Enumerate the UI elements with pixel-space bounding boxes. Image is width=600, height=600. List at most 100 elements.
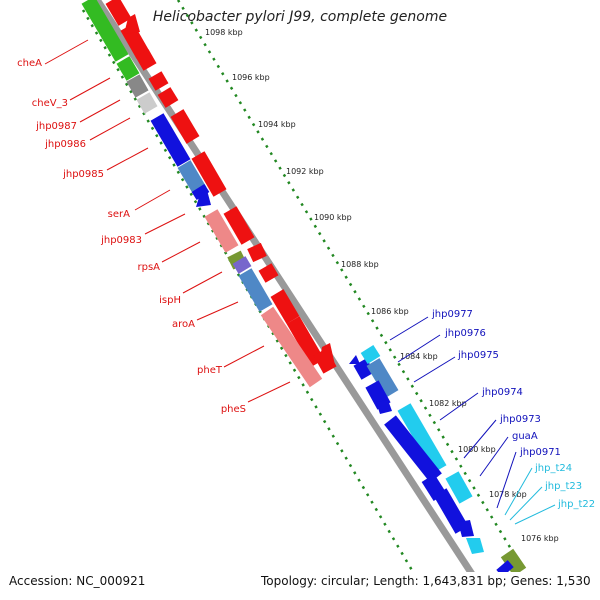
gene-bar-jhp0977[interactable] <box>353 358 375 380</box>
gene-label-jhp0974[interactable]: jhp0974 <box>481 387 523 398</box>
gene-bar-purple[interactable] <box>232 256 252 274</box>
gene-label-jhp0987[interactable]: jhp0987 <box>35 121 77 132</box>
gene-bar-pink-2[interactable] <box>260 306 323 388</box>
arrowhead-3 <box>319 343 335 365</box>
arrowheads <box>124 14 484 554</box>
reverse-strand <box>353 344 527 572</box>
gene-label-jhp0983[interactable]: jhp0983 <box>100 235 142 246</box>
leader-line <box>144 213 186 235</box>
gene-bar-jhp0971[interactable] <box>433 488 469 534</box>
leader-line <box>223 345 265 368</box>
arrowhead-6 <box>458 520 474 537</box>
leader-line <box>182 271 223 294</box>
outer-dotted-ring <box>176 0 527 572</box>
tick-label: 1084 kbp <box>400 352 438 361</box>
arrowhead-2 <box>196 190 211 207</box>
leader-line <box>514 504 556 525</box>
gene-bar-gray-2[interactable] <box>136 92 158 114</box>
gene-bar-forward-8[interactable] <box>223 206 255 245</box>
gene-label-jhp0976[interactable]: jhp0976 <box>444 328 486 339</box>
gene-label-isph[interactable]: ispH <box>159 295 181 306</box>
leader-line <box>44 39 89 65</box>
leader-line <box>509 486 543 521</box>
gene-label-chea[interactable]: cheA <box>17 58 42 69</box>
arrowhead-4 <box>349 355 360 364</box>
genome-backbone <box>93 0 475 572</box>
gene-label-jhp-t23[interactable]: jhp_t23 <box>544 481 582 492</box>
tick-label: 1090 kbp <box>314 213 352 222</box>
gene-label-guaa[interactable]: guaA <box>512 431 538 442</box>
gene-label-jhp0986[interactable]: jhp0986 <box>44 139 86 150</box>
gene-bar-chea[interactable] <box>81 0 129 62</box>
gene-label-jhp0975[interactable]: jhp0975 <box>457 350 499 361</box>
gene-bar-steelblue-2[interactable] <box>238 268 273 312</box>
gene-bar-gray-1[interactable] <box>126 74 149 98</box>
gene-bar-jhp0977-cyan[interactable] <box>360 344 381 365</box>
leader-line <box>504 467 533 516</box>
gene-bar-forward-4[interactable] <box>148 71 169 91</box>
gene-bar-steelblue-1[interactable] <box>177 160 207 195</box>
leader-line <box>106 147 149 171</box>
tick-label: 1098 kbp <box>205 28 243 37</box>
gene-bar-blue-bottom[interactable] <box>496 560 514 572</box>
tick-label: 1096 kbp <box>232 73 270 82</box>
gene-bar-forward-11[interactable] <box>270 289 300 324</box>
gene-bar-jhp0973[interactable] <box>384 415 442 483</box>
inner-strand <box>81 0 323 388</box>
gene-bar-forward-9[interactable] <box>247 242 267 263</box>
left-gene-labels: cheA cheV_3 jhp0987 jhp0986 jhp0985 serA… <box>17 39 291 415</box>
leader-line <box>161 241 201 263</box>
gene-bar-chev3[interactable] <box>116 56 140 81</box>
tick-label: 1088 kbp <box>341 260 379 269</box>
tick-label: 1094 kbp <box>258 120 296 129</box>
leader-line <box>79 99 121 123</box>
arrowhead-1 <box>124 14 140 34</box>
gene-bar-forward-5[interactable] <box>157 87 179 108</box>
tick-label: 1080 kbp <box>458 445 496 454</box>
gene-label-jhp0971[interactable]: jhp0971 <box>519 447 561 458</box>
gene-bar-forward-10[interactable] <box>258 263 279 283</box>
leader-line <box>413 356 456 383</box>
leader-line <box>89 117 131 141</box>
gene-label-jhp-t24[interactable]: jhp_t24 <box>534 463 572 474</box>
gene-bar-jhp0985[interactable] <box>150 113 191 167</box>
gene-label-jhp0973[interactable]: jhp0973 <box>499 414 541 425</box>
gene-bar-olive-2[interactable] <box>500 548 527 572</box>
right-gene-labels: jhp0977 jhp0976 jhp0975 jhp0974 jhp0973 … <box>389 309 595 525</box>
leader-line <box>496 451 517 509</box>
gene-bar-forward-7[interactable] <box>191 151 227 197</box>
leader-line <box>69 77 111 101</box>
gene-label-phet[interactable]: pheT <box>197 365 223 376</box>
gene-bar-jhp0974[interactable] <box>397 403 447 473</box>
gene-bar-jhp0976[interactable] <box>366 358 399 398</box>
gene-label-phes[interactable]: pheS <box>221 404 246 415</box>
gene-bar-guaa-cyan[interactable] <box>445 471 473 504</box>
gene-label-jhp0977[interactable]: jhp0977 <box>431 309 473 320</box>
leader-line <box>196 301 239 321</box>
gene-bar-forward-1[interactable] <box>105 0 132 26</box>
gene-label-jhp0985[interactable]: jhp0985 <box>62 169 104 180</box>
gene-label-aroa[interactable]: aroA <box>172 319 195 330</box>
gene-bar-pink-1[interactable] <box>204 209 239 253</box>
gene-bar-forward-3[interactable] <box>135 49 157 71</box>
gene-label-chev3[interactable]: cheV_3 <box>32 98 68 109</box>
genome-summary-text: Topology: circular; Length: 1,643,831 bp… <box>261 574 591 588</box>
leader-line <box>247 381 291 403</box>
tick-label: 1086 kbp <box>371 307 409 316</box>
leader-line <box>463 419 497 459</box>
gene-label-sera[interactable]: serA <box>108 209 130 220</box>
accession-text: Accession: NC_000921 <box>9 574 146 588</box>
gene-label-rpsa[interactable]: rpsA <box>137 262 160 273</box>
gene-label-jhp-t22[interactable]: jhp_t22 <box>557 499 595 510</box>
leader-line <box>479 436 509 477</box>
tick-label: 1076 kbp <box>521 534 559 543</box>
leader-line <box>439 392 479 421</box>
gene-bar-forward-6[interactable] <box>170 109 200 144</box>
map-title: Helicobacter pylori J99, complete genome <box>152 9 448 25</box>
arrowhead-5 <box>376 400 392 414</box>
tick-label: 1078 kbp <box>489 490 527 499</box>
tick-label: 1082 kbp <box>429 399 467 408</box>
leader-line <box>397 334 441 363</box>
